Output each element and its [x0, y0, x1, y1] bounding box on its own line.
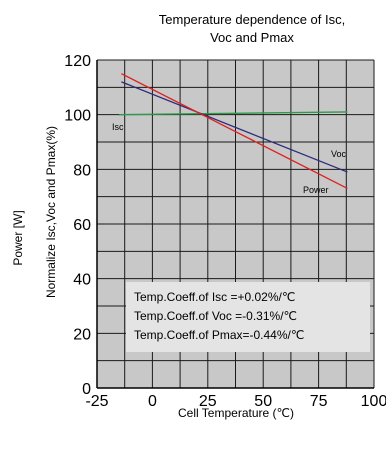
annotation-box [126, 282, 370, 352]
annotation-pmax: Temp.Coeff.of Pmax=-0.44%/℃ [134, 328, 304, 342]
y-tick-label: 120 [64, 53, 91, 70]
x-tick-label: 75 [310, 393, 328, 410]
series-line-power [121, 73, 348, 190]
series-label-voc: Voc [331, 149, 347, 159]
y-axis-label-power: Power [W] [11, 210, 25, 265]
chart-title-line-1: Temperature dependence of Isc, [159, 12, 345, 27]
series-line-isc [119, 111, 348, 116]
axes [96, 60, 374, 389]
annotation-isc: Temp.Coeff.of Isc =+0.02%/℃ [134, 290, 295, 304]
series-label-power: Power [303, 185, 329, 195]
annotation-voc: Temp.Coeff.of Voc =-0.31%/℃ [134, 309, 297, 323]
x-axis-label: Cell Temperature (℃) [178, 406, 294, 420]
x-tick-label: 0 [148, 393, 157, 410]
y-tick-label: 20 [73, 326, 91, 343]
series-label-isc: Isc [112, 122, 124, 132]
y-tick-label: 60 [73, 217, 91, 234]
y-tick-label: 80 [73, 162, 91, 179]
x-tick-label: 100 [361, 393, 386, 410]
x-tick-label: 25 [199, 393, 217, 410]
chart-title-line-2: Voc and Pmax [210, 30, 294, 45]
x-tick-label: -25 [85, 393, 108, 410]
y-tick-label: 0 [82, 381, 91, 398]
y-tick-label: 100 [64, 108, 91, 125]
series-line-voc [121, 81, 348, 173]
series-lines: Isc Voc Power [112, 73, 348, 195]
y-tick-label: 40 [73, 272, 91, 289]
x-tick-label: 50 [254, 393, 272, 410]
y-axis-label-normalized: Normalize Isc,Voc and Pmax(%) [44, 126, 58, 298]
